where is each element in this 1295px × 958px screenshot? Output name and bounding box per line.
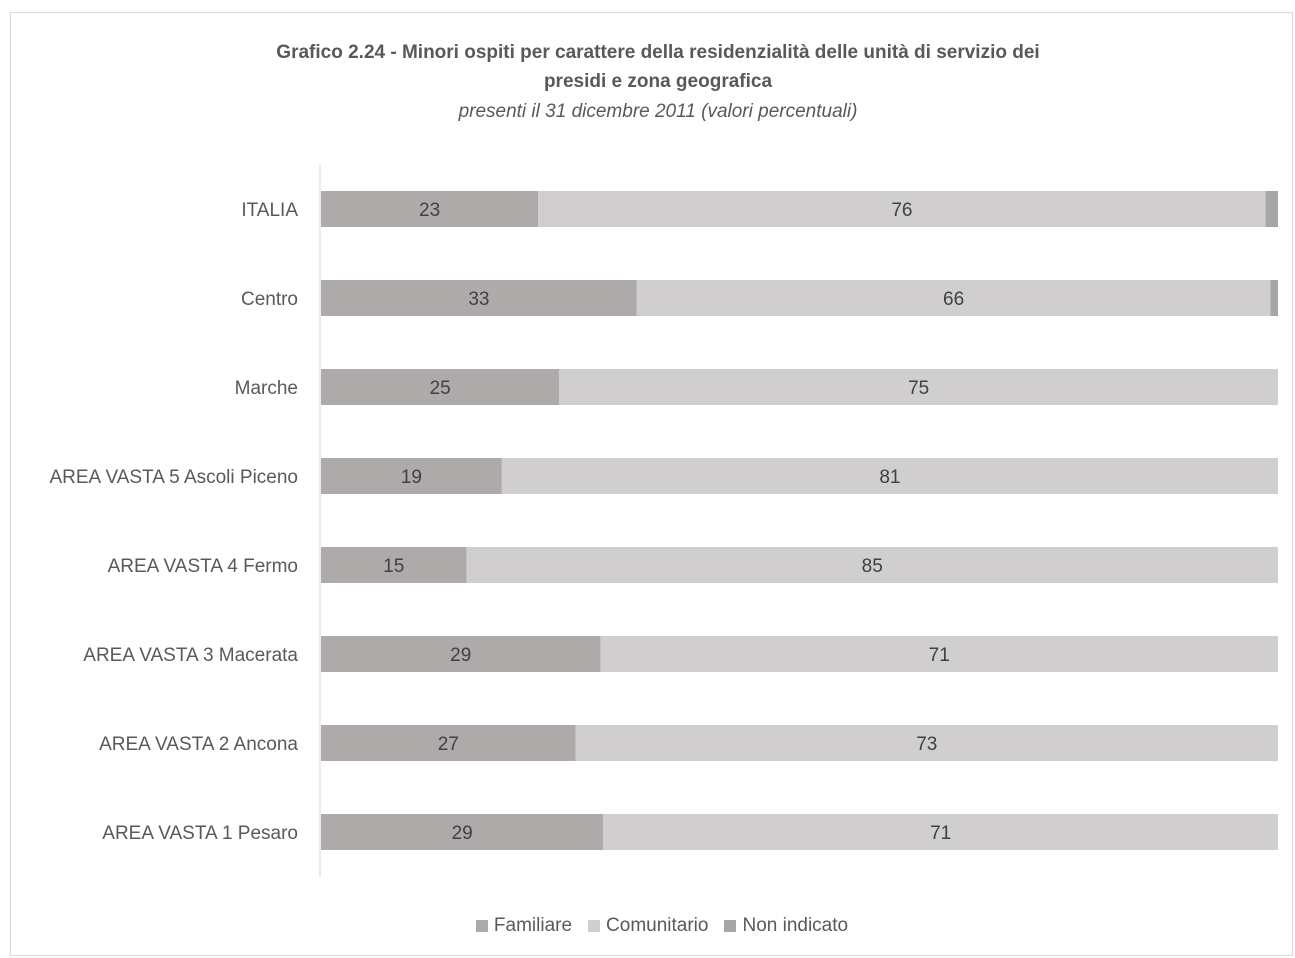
bar-segment-comunitario [501, 458, 1278, 494]
data-label: 27 [438, 734, 459, 755]
legend-swatch [724, 920, 737, 932]
legend-swatch [475, 920, 488, 932]
bar-segment-comunitario [636, 280, 1271, 316]
data-label: 29 [452, 823, 473, 844]
legend-label: Non indicato [742, 915, 849, 936]
category-label: AREA VASTA 5 Ascoli Piceno [49, 467, 298, 488]
data-label: 33 [468, 289, 489, 310]
bar-segment-familiare [321, 547, 467, 583]
data-label: 15 [383, 556, 404, 577]
bar-segment-comunitario [600, 636, 1278, 672]
category-label: Marche [235, 378, 298, 399]
data-label: 23 [419, 200, 440, 221]
data-label: 71 [930, 823, 951, 844]
bar-segment-comunitario [603, 814, 1278, 850]
chart-title-line-1: Grafico 2.24 - Minori ospiti per caratte… [276, 42, 1040, 63]
bar-segment-familiare [321, 636, 601, 672]
data-label: 66 [943, 289, 964, 310]
bar-segment-familiare [321, 725, 576, 761]
bar-segment-non-indicato [1265, 191, 1278, 227]
chart-legend: Familiare Comunitario Non indicato [0, 915, 1295, 938]
data-label: 71 [929, 645, 950, 666]
data-label: 76 [891, 200, 912, 221]
category-label: AREA VASTA 2 Ancona [99, 734, 298, 755]
chart-title: Grafico 2.24 - Minori ospiti per caratte… [0, 38, 1295, 96]
legend-item-non-indicato: Non indicato [724, 915, 848, 937]
bar-segment-familiare [321, 280, 637, 316]
legend-item-familiare: Familiare [475, 915, 573, 937]
data-label: 85 [862, 556, 883, 577]
data-label: 25 [430, 378, 451, 399]
category-label: Centro [241, 289, 298, 310]
category-label: AREA VASTA 3 Macerata [83, 645, 298, 666]
data-label: 81 [879, 467, 900, 488]
bar-segment-familiare [321, 191, 539, 227]
data-label: 29 [450, 645, 471, 666]
data-label: 19 [401, 467, 422, 488]
bar-segment-comunitario [466, 547, 1278, 583]
bar-segment-comunitario [575, 725, 1278, 761]
category-label: AREA VASTA 1 Pesaro [102, 823, 298, 844]
legend-swatch [588, 920, 601, 932]
data-label: 73 [916, 734, 937, 755]
bar-segment-comunitario [538, 191, 1266, 227]
chart-title-line-2: presidi e zona geografica [543, 71, 773, 92]
category-label: ITALIA [241, 200, 298, 221]
data-label: 75 [908, 378, 929, 399]
legend-label: Comunitario [606, 915, 709, 936]
bar-segment-familiare [321, 369, 560, 405]
bar-segment-comunitario [559, 369, 1278, 405]
bar-segment-familiare [321, 458, 502, 494]
chart-subtitle: presenti il 31 dicembre 2011 (valori per… [458, 101, 858, 122]
category-label: AREA VASTA 4 Fermo [108, 556, 298, 577]
legend-label: Familiare [493, 915, 573, 936]
legend-item-comunitario: Comunitario [588, 915, 708, 937]
bar-segment-familiare [321, 814, 604, 850]
bar-segment-non-indicato [1270, 280, 1278, 316]
